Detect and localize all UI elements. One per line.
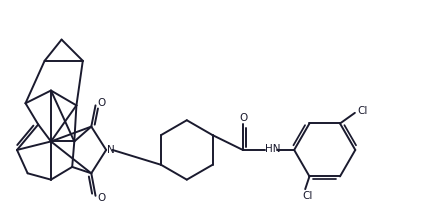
Text: HN: HN	[265, 144, 281, 154]
Text: N: N	[107, 145, 115, 155]
Text: Cl: Cl	[302, 190, 313, 201]
Text: O: O	[97, 98, 105, 108]
Text: Cl: Cl	[357, 106, 368, 116]
Text: O: O	[97, 193, 105, 203]
Text: O: O	[239, 113, 247, 123]
